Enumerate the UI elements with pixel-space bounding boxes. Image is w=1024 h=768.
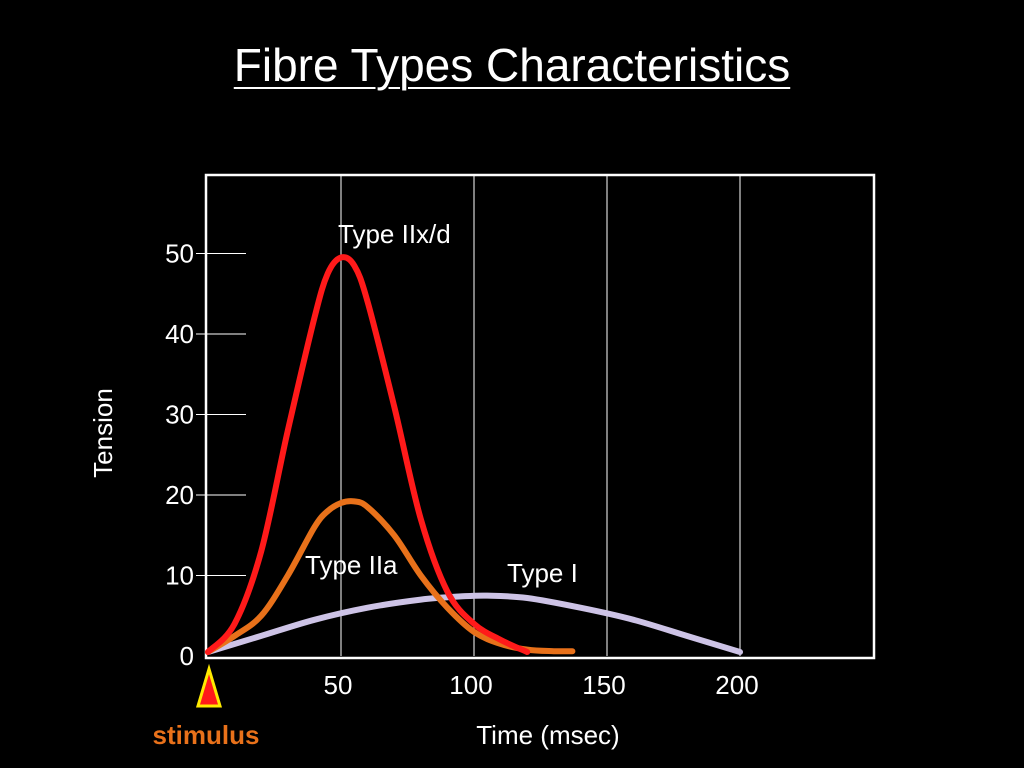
x-tick-label-100: 100	[449, 670, 492, 700]
annotation-type-i: Type I	[507, 558, 578, 588]
x-axis-label: Time (msec)	[476, 720, 619, 750]
y-axis-label: Tension	[88, 388, 118, 478]
y-tick-label-30: 30	[165, 400, 194, 430]
annotation-type-iix-d: Type IIx/d	[338, 219, 451, 249]
y-tick-label-50: 50	[165, 239, 194, 269]
y-tick-label-40: 40	[165, 319, 194, 349]
series-line-type-i	[205, 592, 743, 655]
y-tick-labels: 0 10 20 30 40 50	[165, 239, 194, 672]
x-tick-label-50: 50	[324, 670, 353, 700]
x-tick-label-200: 200	[715, 670, 758, 700]
annotation-type-iia: Type IIa	[305, 550, 398, 580]
series-line-type-iix-d	[205, 254, 531, 655]
y-tick-label-20: 20	[165, 480, 194, 510]
series-annotations: Type IIx/d Type IIa Type I	[305, 219, 578, 588]
x-tick-label-150: 150	[582, 670, 625, 700]
slide-title: Fibre Types Characteristics	[233, 39, 791, 91]
plot-frame	[204, 173, 876, 660]
stimulus-marker	[195, 663, 223, 708]
y-tick-label-0: 0	[180, 641, 194, 671]
stimulus-label: stimulus	[153, 720, 260, 750]
y-tick-label-10: 10	[165, 561, 194, 591]
series-lines	[205, 254, 743, 655]
y-tick-marks	[196, 253, 246, 576]
x-tick-labels: 50 100 150 200	[324, 670, 759, 700]
